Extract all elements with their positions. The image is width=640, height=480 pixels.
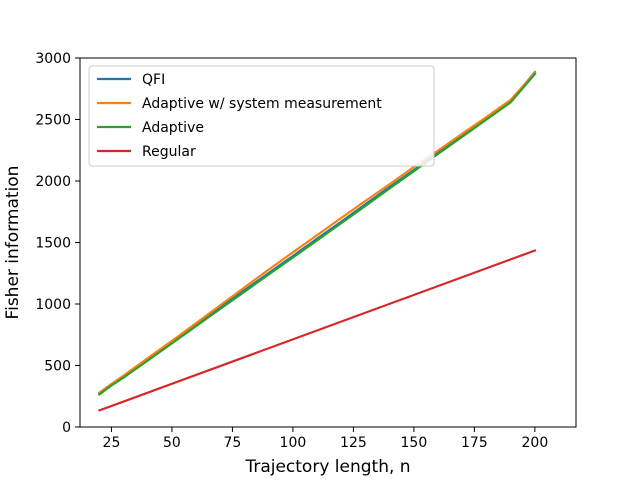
x-tick-label: 100 [280,435,307,451]
y-tick-label: 1000 [35,297,71,313]
axes: 25 50 75 100 125 150 175 2000500100015002000250… [3,51,577,477]
legend-label-1: Adaptive w/ system measurement [142,96,382,112]
plot-area [97,70,537,412]
x-axis-label: Trajectory length, n [244,457,410,477]
legend-label-2: Adaptive [142,120,204,136]
y-tick-label: 500 [44,359,71,375]
x-tick-label: 25 [103,435,121,451]
x-tick-label: 175 [461,435,488,451]
legend-label-0: QFI [142,72,165,88]
y-tick-label: 2500 [35,113,71,129]
legend-label-3: Regular [142,144,196,160]
x-tick-label: 150 [401,435,428,451]
x-tick-label: 125 [340,435,367,451]
y-tick-label: 3000 [35,51,71,67]
x-tick-label: 75 [224,435,242,451]
y-axis-label: Fisher information [3,166,23,320]
y-tick-label: 1500 [35,236,71,252]
legend-box [88,65,435,167]
series-line-1 [97,71,537,395]
y-tick-label: 0 [62,420,71,436]
legend: QFI Adaptive w/ system measurement Adaptiv… [88,65,435,167]
x-tick-label: 50 [163,435,181,451]
y-tick-label: 2000 [35,174,71,190]
x-tick-label: 200 [522,435,549,451]
series-line-2 [97,72,537,396]
series-line-3 [97,249,537,412]
